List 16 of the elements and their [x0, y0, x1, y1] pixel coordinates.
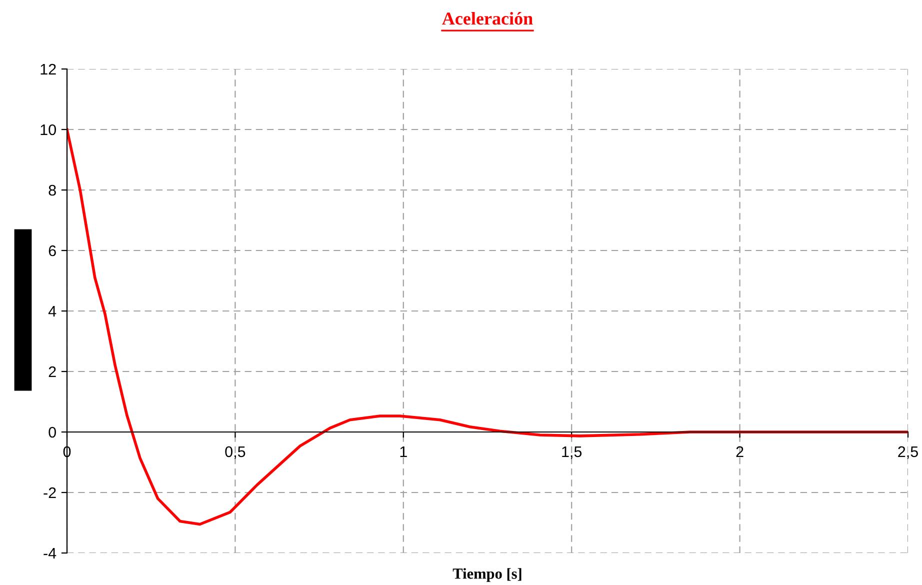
y-tick-label: 0: [48, 426, 56, 438]
y-tick-label: 2: [48, 366, 56, 378]
x-axis-title: Tiempo [s]: [452, 568, 522, 582]
x-tick-label: 2: [736, 446, 744, 457]
y-tick-label: 6: [48, 245, 56, 256]
y-tick-label: 12: [40, 64, 56, 75]
y-tick-label: 10: [40, 124, 56, 136]
y-tick-label: -4: [44, 548, 56, 559]
chart-title: Aceleración: [442, 12, 533, 25]
y-tick-label: -2: [44, 487, 56, 498]
x-tick-label: 0,5: [225, 446, 246, 459]
x-tick-label: 2,5: [898, 446, 918, 459]
x-tick-label: 1: [400, 446, 407, 457]
x-tick-label: 1,5: [562, 446, 582, 459]
y-tick-label: 8: [48, 184, 56, 196]
y-tick-label: 4: [48, 306, 56, 317]
